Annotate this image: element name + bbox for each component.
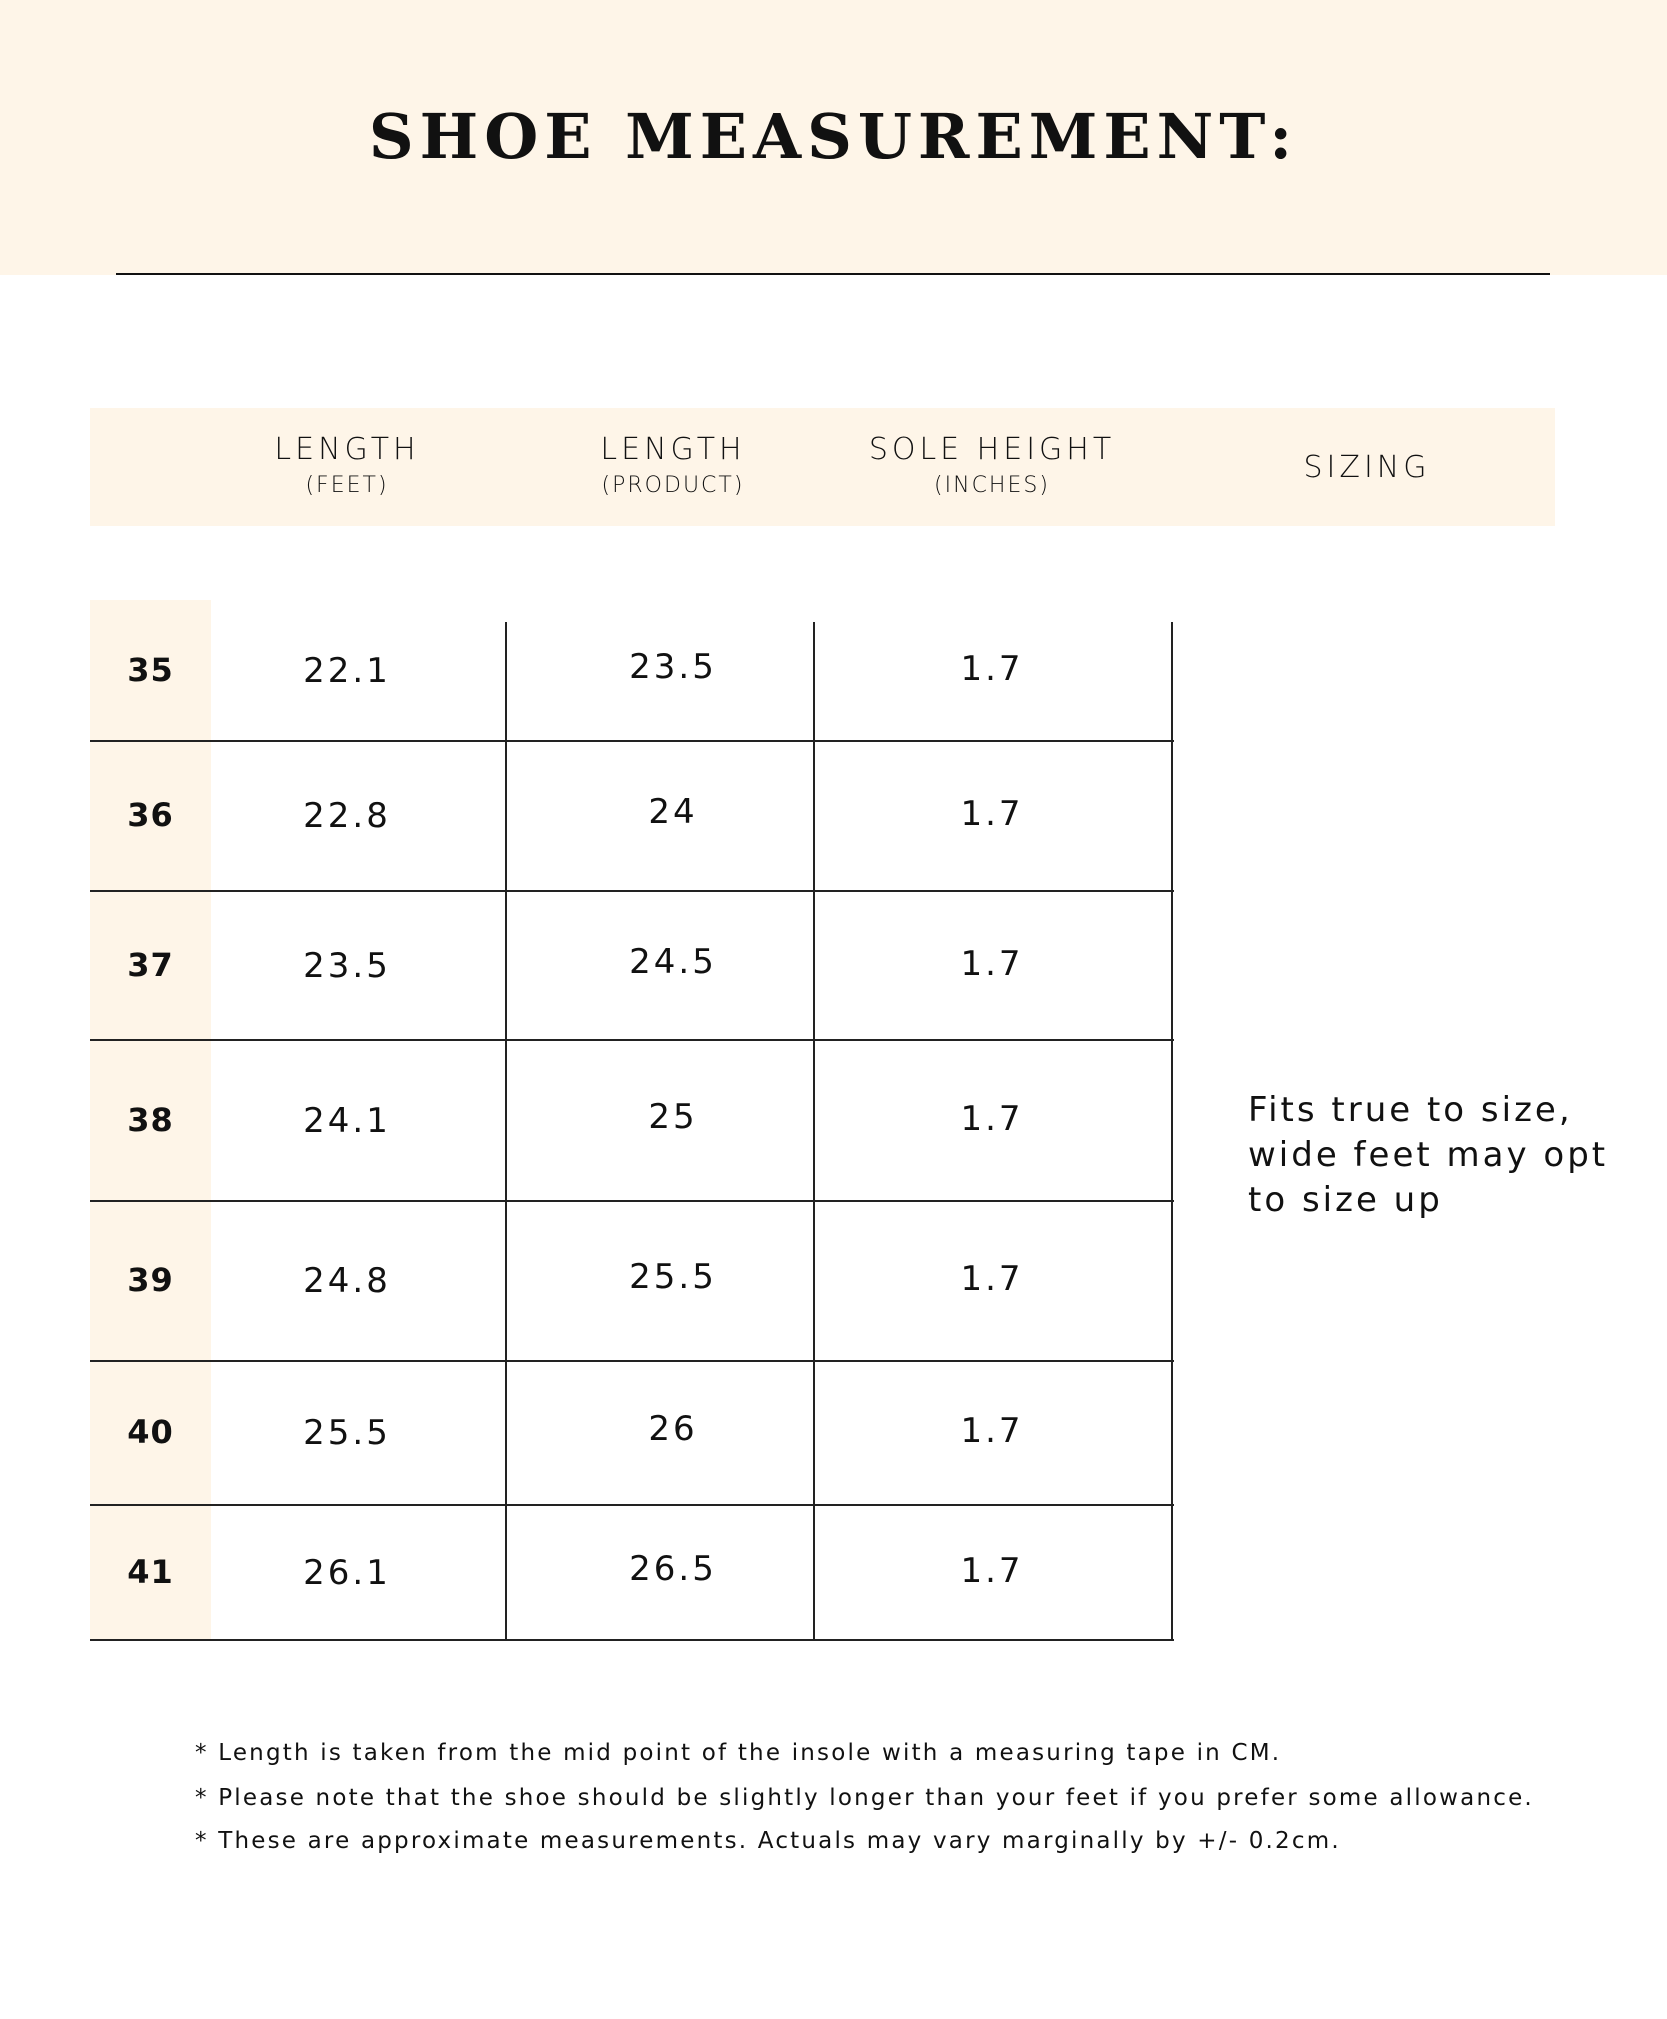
cell-length-feet: 23.5 (303, 945, 391, 986)
row-divider (90, 1039, 1174, 1041)
header-band (0, 0, 1667, 275)
size-label: 40 (127, 1413, 174, 1451)
row-divider (90, 1639, 1174, 1641)
footnote: * Please note that the shoe should be sl… (195, 1785, 1534, 1811)
size-label: 36 (127, 796, 174, 834)
cell-length-feet: 24.8 (303, 1261, 391, 1301)
row-divider (90, 1360, 1174, 1362)
cell-length-product: 23.5 (629, 646, 717, 687)
cell-sole-height: 1.7 (960, 1098, 1024, 1139)
cell-sole-height: 1.7 (960, 1411, 1024, 1451)
cell-length-feet: 22.1 (303, 650, 391, 691)
size-label: 38 (127, 1100, 174, 1139)
cell-sole-height: 1.7 (960, 943, 1024, 984)
row-divider (90, 740, 1174, 742)
row-divider (90, 1504, 1174, 1506)
header-sizing: SIZING (1303, 450, 1431, 485)
header-length-feet: LENGTH (FEET) (274, 432, 420, 498)
cell-length-feet: 26.1 (303, 1552, 391, 1593)
cell-length-product: 24.5 (629, 941, 717, 982)
cell-sole-height: 1.7 (960, 648, 1024, 689)
column-divider (813, 622, 815, 1640)
header-sole-height: SOLE HEIGHT (INCHES) (868, 432, 1116, 498)
size-column (90, 600, 211, 1640)
header-length-product: LENGTH (PRODUCT) (600, 432, 746, 498)
divider (116, 273, 1550, 275)
size-label: 35 (127, 650, 174, 689)
table-header (90, 408, 1555, 526)
cell-sole-height: 1.7 (960, 1259, 1024, 1299)
column-divider (1171, 622, 1173, 1640)
row-divider (90, 1200, 1174, 1202)
cell-length-product: 24 (648, 792, 698, 832)
sizing-note: Fits true to size, wide feet may opt to … (1248, 1090, 1609, 1220)
cell-length-product: 26 (648, 1409, 698, 1449)
size-label: 41 (127, 1552, 174, 1591)
size-label: 37 (127, 945, 174, 984)
cell-length-product: 25.5 (629, 1257, 717, 1297)
cell-length-feet: 25.5 (303, 1413, 391, 1453)
cell-length-feet: 24.1 (303, 1100, 391, 1141)
page-title: SHOE MEASUREMENT: (368, 100, 1299, 173)
cell-length-feet: 22.8 (303, 796, 391, 836)
footnote: * These are approximate measurements. Ac… (195, 1828, 1341, 1854)
cell-length-product: 26.5 (629, 1548, 717, 1589)
size-label: 39 (127, 1261, 174, 1299)
cell-sole-height: 1.7 (960, 1550, 1024, 1591)
cell-length-product: 25 (648, 1096, 698, 1137)
row-divider (90, 890, 1174, 892)
cell-sole-height: 1.7 (960, 794, 1024, 834)
footnote: * Length is taken from the mid point of … (195, 1740, 1282, 1766)
column-divider (505, 622, 507, 1640)
